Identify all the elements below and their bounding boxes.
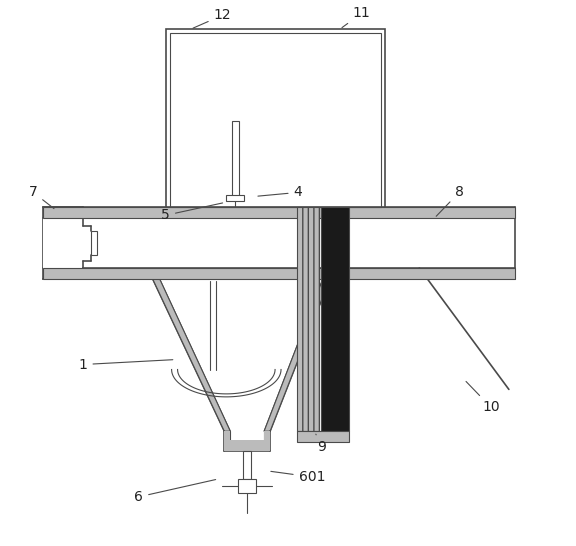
Text: 7: 7	[29, 186, 54, 209]
Bar	[297, 431, 348, 442]
Text: 10: 10	[466, 382, 500, 414]
Bar	[321, 207, 348, 431]
Bar	[232, 121, 239, 198]
Text: 601: 601	[271, 470, 325, 484]
Polygon shape	[153, 279, 230, 431]
Bar	[224, 431, 230, 451]
Text: 4: 4	[258, 186, 302, 199]
Polygon shape	[264, 279, 330, 431]
Bar	[169, 33, 381, 207]
Text: 9: 9	[316, 434, 326, 454]
Text: 5: 5	[161, 203, 222, 222]
Bar	[224, 440, 270, 451]
Text: 12: 12	[193, 8, 231, 28]
Bar	[297, 207, 319, 431]
Bar	[238, 479, 256, 493]
Bar	[43, 268, 515, 279]
Text: 1: 1	[78, 358, 173, 371]
Bar	[43, 207, 515, 218]
Bar	[43, 209, 82, 279]
Bar	[226, 195, 244, 201]
Bar	[264, 431, 270, 451]
Text: 6: 6	[134, 479, 215, 504]
Bar	[166, 29, 385, 207]
Bar	[243, 451, 251, 479]
Bar	[91, 231, 97, 255]
Text: 11: 11	[342, 7, 370, 28]
Text: 8: 8	[436, 186, 464, 216]
